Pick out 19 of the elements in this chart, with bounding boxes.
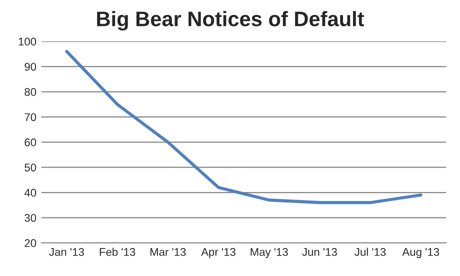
y-tick-label: 40	[24, 188, 36, 197]
x-tick-label: May '13	[250, 248, 288, 258]
x-tick-label: Jan '13	[49, 248, 84, 256]
y-tick-label: 80	[24, 88, 36, 96]
y-tick-label: 30	[24, 214, 36, 222]
x-tick-label: Mar '13	[150, 248, 186, 256]
y-tick-label: 70	[24, 113, 36, 122]
x-tick-label: Apr '13	[201, 248, 236, 258]
x-tick-label: Feb '13	[100, 248, 136, 256]
chart-title: Big Bear Notices of Default	[97, 11, 364, 31]
x-tick-label: Aug '13	[402, 248, 440, 258]
x-tick-label: Jun '13	[302, 248, 337, 256]
x-tick-label: Jul '13	[354, 248, 386, 256]
line-series	[65, 50, 422, 204]
y-tick-label: 100	[18, 38, 36, 46]
y-tick-label: 60	[24, 138, 36, 146]
y-tick-label: 90	[24, 62, 36, 71]
y-tick-label: 20	[24, 239, 36, 248]
y-tick-label: 50	[24, 164, 36, 172]
